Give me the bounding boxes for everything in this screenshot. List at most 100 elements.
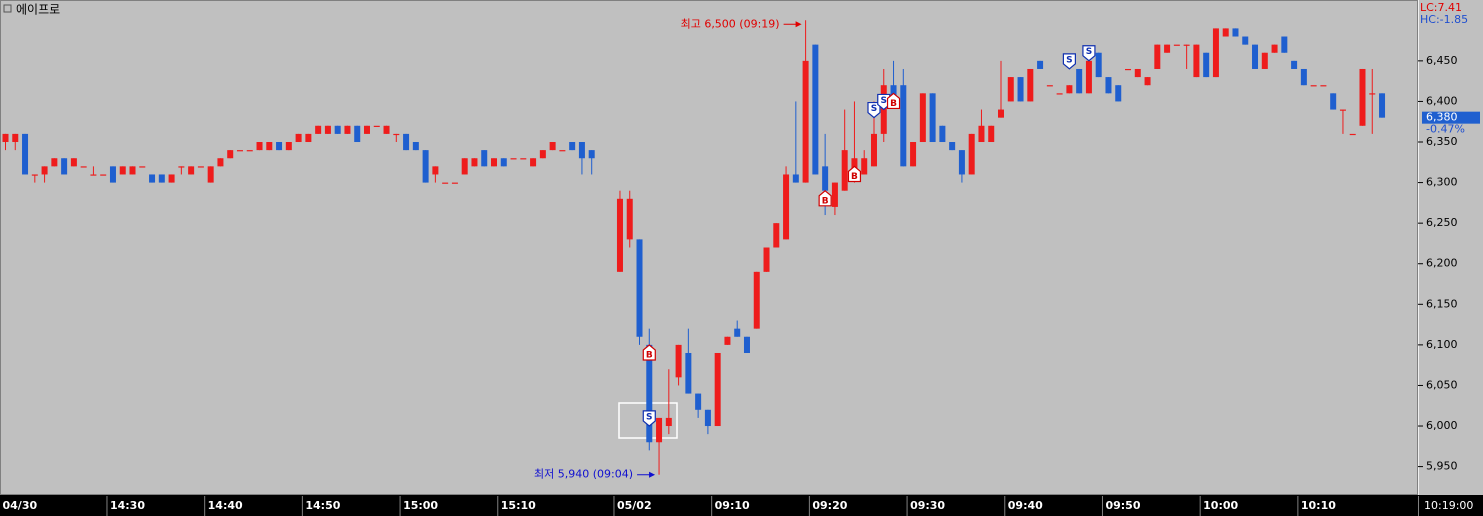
candle-body xyxy=(704,409,711,427)
current-price: 6,380 xyxy=(1426,111,1458,124)
candle-body xyxy=(1379,93,1386,118)
candle-body xyxy=(743,336,750,353)
signal-marker xyxy=(1082,45,1096,62)
x-tick-label: 04/30 xyxy=(3,499,38,512)
candle-body xyxy=(158,174,165,183)
candle-body xyxy=(422,150,429,183)
candle-body xyxy=(656,417,663,443)
candle-body xyxy=(393,133,400,136)
candle-body xyxy=(773,223,780,248)
candle-body xyxy=(80,166,87,168)
candle-body xyxy=(841,150,848,191)
signal-marker xyxy=(818,190,832,207)
signal-label: S xyxy=(871,104,877,114)
candle-body xyxy=(1212,28,1219,78)
chart-title: 에이프로 xyxy=(16,3,60,17)
y-tick-label: 5,950 xyxy=(1426,460,1458,473)
y-tick-label: 6,450 xyxy=(1426,54,1458,67)
candle-body xyxy=(802,60,809,183)
candle-body xyxy=(998,109,1004,118)
candle-body xyxy=(646,344,653,443)
candle-body xyxy=(109,166,116,183)
note-arrowhead xyxy=(795,21,802,28)
candle-body xyxy=(753,271,760,329)
candle-body xyxy=(1105,77,1112,94)
note-arrowhead xyxy=(649,471,656,478)
candle-body xyxy=(324,125,331,134)
candle-body xyxy=(510,158,517,160)
candle-body xyxy=(520,158,527,160)
candle-body xyxy=(1085,60,1092,94)
candle-body xyxy=(530,158,537,167)
time-axis-panel xyxy=(0,495,1483,516)
candle-body xyxy=(100,174,107,176)
candle-body xyxy=(207,166,214,183)
y-tick-label: 6,400 xyxy=(1426,94,1458,107)
candle-body xyxy=(734,328,741,337)
current-time: 10:19:00 xyxy=(1424,499,1473,512)
candle-body xyxy=(90,174,97,176)
candle-body xyxy=(569,142,576,151)
signal-marker xyxy=(642,410,656,427)
x-tick-label: 09:50 xyxy=(1105,499,1140,512)
candle-body xyxy=(481,150,488,167)
candle-body xyxy=(792,174,799,183)
y-tick-label: 6,300 xyxy=(1426,176,1458,189)
candle-body xyxy=(491,158,497,167)
candle-body xyxy=(227,150,234,159)
candle-body xyxy=(451,182,458,184)
candle-body xyxy=(1349,133,1356,136)
candle-body xyxy=(334,125,341,134)
x-tick-label: 14:40 xyxy=(208,499,243,512)
candle-body xyxy=(471,158,478,167)
candle-body xyxy=(1261,52,1268,69)
signal-label: S xyxy=(881,96,887,106)
current-price-box xyxy=(1422,111,1480,124)
x-tick-label: 15:10 xyxy=(501,499,536,512)
candle-body xyxy=(31,174,38,176)
candle-body xyxy=(246,150,253,152)
candle-body xyxy=(822,166,829,191)
candle-body xyxy=(1232,28,1239,37)
candle-body xyxy=(1144,77,1151,86)
y-tick-label: 6,000 xyxy=(1426,419,1458,432)
candle-body xyxy=(636,239,643,337)
candle-body xyxy=(1076,68,1083,94)
candle-body xyxy=(939,125,946,143)
candle-body xyxy=(1164,44,1171,53)
candle-body xyxy=(1252,44,1259,69)
candle-body xyxy=(432,166,439,175)
candle-body xyxy=(1027,68,1034,102)
candle-body xyxy=(236,150,243,152)
candle-body xyxy=(831,182,838,207)
candle-body xyxy=(870,133,877,167)
signal-label: S xyxy=(1066,55,1072,65)
candle-body xyxy=(1173,44,1180,46)
candle-body xyxy=(665,417,672,427)
x-tick-label: 10:10 xyxy=(1301,499,1336,512)
candle-body xyxy=(41,166,48,175)
candle-body xyxy=(724,336,731,345)
y-tick-label: 6,050 xyxy=(1426,378,1458,391)
candle-body xyxy=(783,174,790,240)
candle-body xyxy=(695,393,702,410)
candle-body xyxy=(168,174,175,183)
x-tick-label: 09:30 xyxy=(910,499,945,512)
current-change: -0.47% xyxy=(1426,123,1465,136)
y-tick-label: 6,150 xyxy=(1426,297,1458,310)
candle-body xyxy=(197,166,204,168)
candle-body xyxy=(812,44,819,175)
candle-body xyxy=(461,158,468,175)
signal-label: B xyxy=(851,172,858,182)
candle-body xyxy=(70,158,77,167)
candle-body xyxy=(403,133,410,151)
candle-body xyxy=(12,133,19,143)
candle-body xyxy=(588,150,595,159)
candle-body xyxy=(1281,36,1288,53)
candle-body xyxy=(929,93,936,143)
candle-body xyxy=(1134,68,1141,78)
x-tick-label: 15:00 xyxy=(403,499,438,512)
candle-body xyxy=(315,125,322,134)
note-label: 최고 6,500 (09:19) xyxy=(681,17,780,30)
